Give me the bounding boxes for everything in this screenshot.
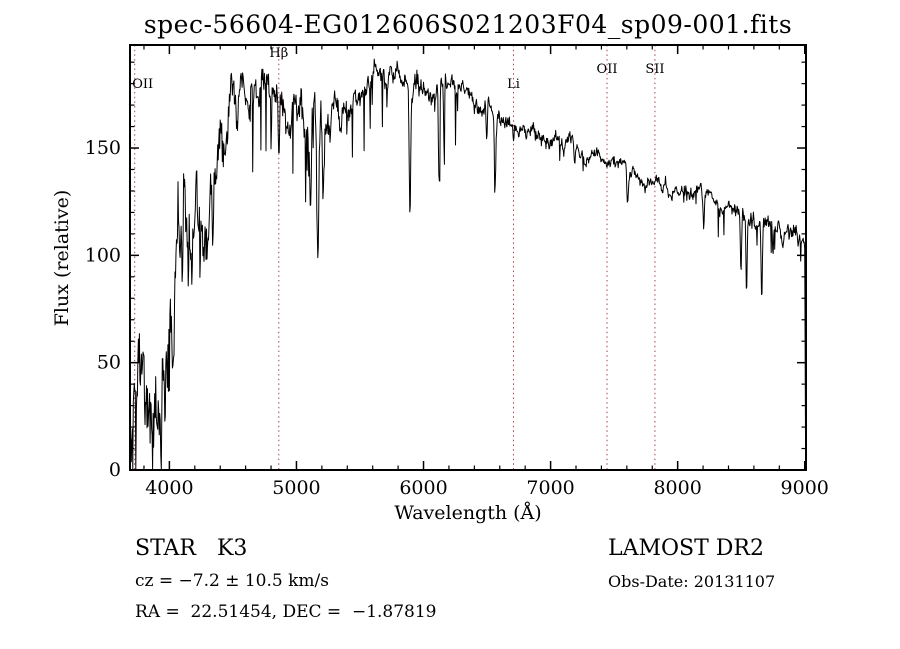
survey-name-label: LAMOST DR2	[608, 536, 764, 561]
y-tick-label: 150	[85, 137, 121, 159]
x-axis-label: Wavelength (Å)	[394, 502, 542, 524]
obs-date-label: Obs-Date: 20131107	[608, 572, 776, 591]
coordinates-label: RA = 22.51454, DEC = −1.87819	[135, 602, 437, 622]
x-tick-label: 4000	[145, 477, 193, 499]
cz-value-label: cz = −7.2 ± 10.5 km/s	[135, 571, 329, 591]
y-tick-label: 50	[97, 352, 121, 374]
spectrum-path	[129, 58, 807, 470]
x-tick-label: 9000	[781, 477, 829, 499]
y-tick-label: 100	[85, 244, 121, 266]
marker-line-label: OII	[132, 77, 153, 92]
plot-title: spec-56604-EG012606S021203F04_sp09-001.f…	[143, 10, 793, 39]
y-tick-label: 0	[109, 459, 121, 481]
x-tick-label: 7000	[526, 477, 574, 499]
x-tick-label: 5000	[272, 477, 320, 499]
marker-line-label: SII	[645, 62, 664, 77]
x-tick-label: 6000	[399, 477, 447, 499]
x-tick-label: 8000	[653, 477, 701, 499]
marker-line-label: Hβ	[269, 46, 288, 61]
plot-frame	[129, 44, 807, 471]
y-axis-label: Flux (relative)	[51, 189, 73, 327]
marker-line-label: OII	[597, 62, 618, 77]
object-class-label: STAR K3	[135, 536, 248, 561]
marker-line-label: Li	[507, 77, 520, 92]
